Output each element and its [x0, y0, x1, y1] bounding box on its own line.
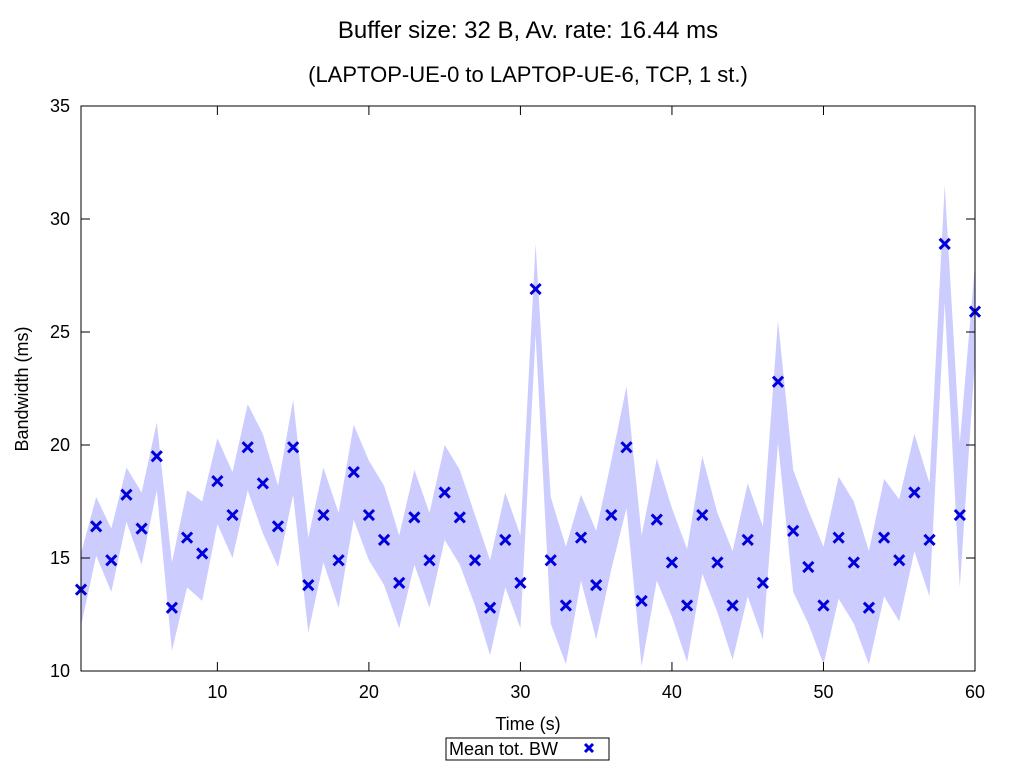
data-point: [302, 578, 315, 592]
x-tick-label: 50: [813, 682, 833, 702]
legend-marker: [583, 742, 595, 754]
data-point: [635, 594, 648, 608]
data-point: [423, 554, 436, 567]
data-point: [802, 560, 815, 574]
data-point: [377, 533, 391, 547]
data-point: [90, 520, 103, 533]
data-point: [135, 522, 148, 535]
data-point: [468, 554, 482, 567]
y-tick-label: 25: [50, 322, 70, 342]
data-point: [287, 441, 300, 454]
data-point: [514, 576, 527, 589]
chart-subtitle: (LAPTOP-UE-0 to LAPTOP-UE-6, TCP, 1 st.): [308, 62, 748, 87]
plot-area: [74, 185, 982, 667]
data-point: [832, 531, 845, 544]
data-point: [120, 488, 133, 501]
y-tick-label: 10: [50, 661, 70, 681]
data-point: [711, 556, 724, 569]
data-point: [105, 554, 118, 567]
legend: Mean tot. BW: [445, 737, 610, 761]
data-point: [756, 576, 769, 589]
data-point: [893, 554, 906, 567]
data-point: [741, 533, 754, 547]
x-tick-label: 40: [662, 682, 682, 702]
data-point: [590, 578, 603, 592]
data-point: [605, 508, 618, 522]
x-tick-label: 10: [207, 682, 227, 702]
data-point: [529, 282, 542, 296]
data-point: [726, 599, 739, 612]
data-point: [362, 508, 376, 522]
x-tick-label: 30: [510, 682, 530, 702]
chart-title: Buffer size: 32 B, Av. rate: 16.44 ms: [338, 17, 718, 44]
data-point: [862, 601, 876, 614]
data-point: [453, 511, 466, 524]
data-point: [438, 486, 451, 499]
data-point: [559, 599, 573, 612]
data-point: [817, 599, 830, 612]
x-axis-label: Time (s): [495, 714, 560, 734]
data-point: [620, 441, 633, 454]
y-tick-label: 35: [50, 96, 70, 116]
plot-frame: [80, 105, 976, 672]
data-point: [271, 520, 285, 533]
y-tick-label: 30: [50, 209, 70, 229]
data-point: [680, 599, 694, 612]
data-point: [544, 554, 557, 567]
y-tick-label: 20: [50, 435, 70, 455]
data-point: [574, 531, 588, 544]
data-point: [165, 601, 179, 614]
y-tick-label: 15: [50, 548, 70, 568]
data-point: [771, 375, 785, 388]
data-point: [696, 508, 709, 522]
data-point: [211, 475, 224, 488]
data-point: [393, 576, 406, 589]
confidence-band: [81, 185, 975, 667]
data-point: [787, 524, 800, 538]
data-point: [150, 450, 163, 463]
data-point: [665, 556, 679, 569]
data-point: [226, 508, 239, 522]
legend-box: [445, 737, 610, 761]
data-point: [953, 508, 966, 522]
y-axis-label: Bandwidth (ms): [12, 326, 32, 451]
data-point: [650, 513, 663, 526]
data-point: [180, 531, 194, 544]
data-point: [877, 531, 891, 544]
data-point: [483, 601, 497, 614]
data-point: [938, 237, 951, 250]
data-point: [241, 441, 254, 454]
data-point: [923, 533, 936, 547]
data-point: [332, 554, 345, 567]
legend-label: Mean tot. BW: [449, 739, 558, 759]
axes: 10 20 30 40 50 60 10 15 20 25 30 35: [50, 96, 985, 702]
data-point: [908, 486, 921, 499]
data-point: [196, 547, 209, 560]
data-point: [256, 477, 269, 490]
data-point: [499, 533, 512, 547]
x-tick-label: 20: [359, 682, 379, 702]
data-point: [408, 511, 421, 524]
data-point: [347, 465, 360, 479]
data-point: [317, 508, 330, 522]
data-point: [847, 556, 860, 569]
x-tick-label: 60: [965, 682, 985, 702]
